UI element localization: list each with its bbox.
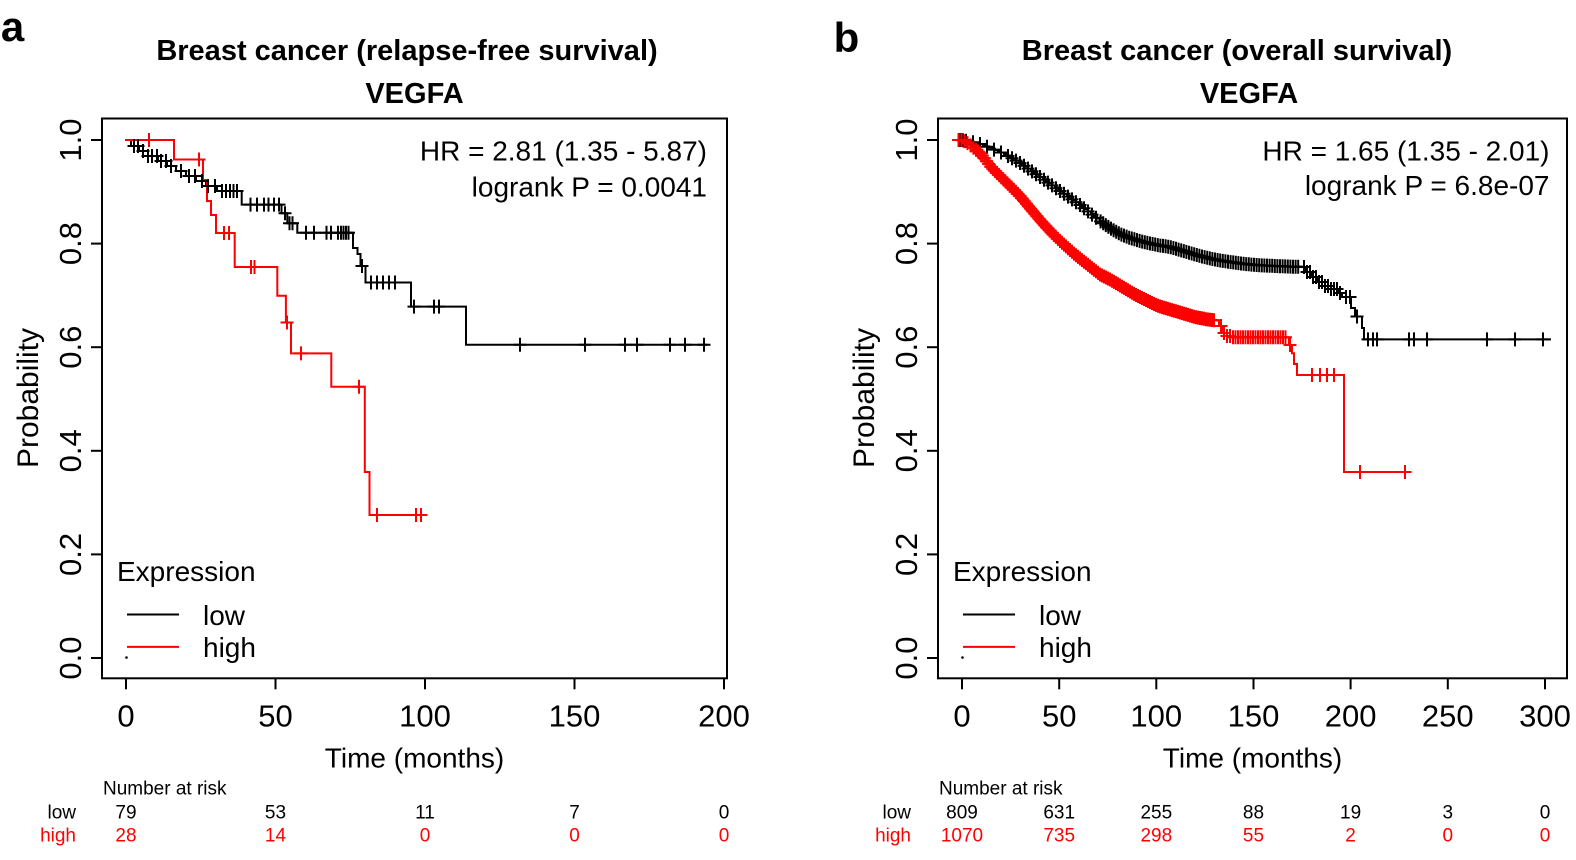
svg-text:high: high [203,632,256,663]
svg-text:b: b [834,14,860,61]
svg-text:53: 53 [265,803,286,824]
svg-text:88: 88 [1243,803,1264,824]
svg-text:high: high [875,826,911,847]
svg-text:logrank P = 6.8e-07: logrank P = 6.8e-07 [1305,170,1550,201]
svg-text:0: 0 [719,826,730,847]
svg-text:14: 14 [265,826,287,847]
svg-text:Probability: Probability [848,328,881,468]
svg-text:Time (months): Time (months) [325,743,504,774]
svg-text:Number at risk: Number at risk [939,779,1063,800]
svg-text:low: low [882,803,911,824]
svg-text:11: 11 [415,803,435,824]
svg-text:0.2: 0.2 [889,533,924,576]
svg-text:79: 79 [115,803,136,824]
svg-text:250: 250 [1422,699,1474,734]
svg-text:0.2: 0.2 [53,533,88,576]
svg-text:2: 2 [1345,826,1356,847]
svg-text:low: low [203,600,246,631]
svg-text:low: low [1039,600,1082,631]
svg-text:logrank P = 0.0041: logrank P = 0.0041 [472,172,707,203]
svg-text:Breast cancer (overall surviva: Breast cancer (overall survival) [1022,35,1452,67]
svg-text:735: 735 [1043,826,1075,847]
svg-text:0: 0 [420,826,431,847]
svg-text:0.6: 0.6 [889,326,924,369]
svg-text:0.0: 0.0 [889,636,924,679]
svg-text:HR = 1.65 (1.35 - 2.01): HR = 1.65 (1.35 - 2.01) [1262,136,1549,167]
svg-text:50: 50 [258,699,292,734]
svg-text:255: 255 [1140,803,1172,824]
svg-text:0.4: 0.4 [53,429,88,472]
svg-text:631: 631 [1043,803,1075,824]
svg-text:high: high [1039,632,1092,663]
svg-text:200: 200 [698,699,750,734]
svg-text:150: 150 [549,699,601,734]
svg-text:0: 0 [719,803,730,824]
svg-text:0.8: 0.8 [889,222,924,265]
svg-text:high: high [40,826,76,847]
svg-text:Expression: Expression [117,556,256,587]
svg-text:a: a [1,3,25,50]
svg-text:298: 298 [1140,826,1172,847]
svg-text:low: low [47,803,76,824]
svg-text:200: 200 [1325,699,1377,734]
svg-text:Expression: Expression [953,556,1092,587]
svg-text:0: 0 [953,699,970,734]
svg-text:Number at risk: Number at risk [103,779,227,800]
svg-text:HR = 2.81 (1.35 - 5.87): HR = 2.81 (1.35 - 5.87) [420,136,707,167]
svg-text:100: 100 [1130,699,1182,734]
svg-text:0.0: 0.0 [53,636,88,679]
svg-text:VEGFA: VEGFA [365,78,463,110]
svg-text:3: 3 [1443,803,1454,824]
svg-text:0: 0 [117,699,134,734]
svg-text:28: 28 [115,826,136,847]
svg-text:Probability: Probability [12,328,45,468]
svg-text:1.0: 1.0 [53,118,88,161]
svg-text:Time (months): Time (months) [1163,743,1342,774]
svg-text:0: 0 [1540,826,1551,847]
svg-text:0: 0 [1443,826,1454,847]
svg-text:300: 300 [1519,699,1571,734]
svg-text:0.8: 0.8 [53,222,88,265]
svg-text:809: 809 [946,803,978,824]
svg-text:VEGFA: VEGFA [1200,78,1298,110]
svg-text:0.6: 0.6 [53,326,88,369]
svg-text:0: 0 [1540,803,1551,824]
svg-text:7: 7 [569,803,580,824]
svg-text:Breast cancer (relapse-free su: Breast cancer (relapse-free survival) [156,35,657,67]
svg-text:1070: 1070 [941,826,983,847]
svg-text:50: 50 [1042,699,1076,734]
svg-text:1.0: 1.0 [889,118,924,161]
svg-text:0: 0 [569,826,580,847]
svg-text:150: 150 [1228,699,1280,734]
svg-text:0.4: 0.4 [889,429,924,472]
svg-text:100: 100 [399,699,451,734]
svg-text:19: 19 [1340,803,1361,824]
svg-text:55: 55 [1243,826,1264,847]
